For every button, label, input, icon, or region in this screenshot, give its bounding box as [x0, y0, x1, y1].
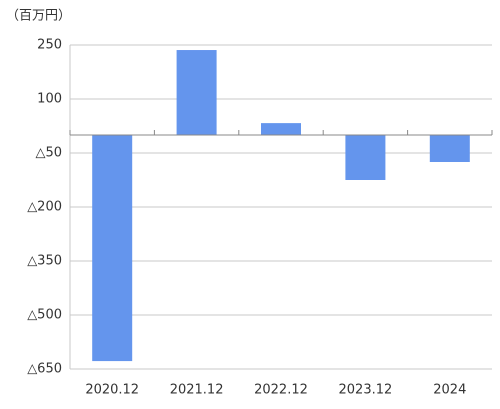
y-tick-label: 250 — [37, 38, 62, 53]
y-tick-label: 100 — [37, 92, 62, 107]
y-tick-label: △200 — [27, 200, 62, 215]
y-tick-label: △350 — [27, 254, 62, 269]
x-tick-label: 2023.12 — [339, 383, 393, 398]
y-tick-label: △50 — [35, 146, 62, 161]
x-tick-label: 2022.12 — [254, 383, 308, 398]
x-tick-label: 2020.12 — [85, 383, 139, 398]
bar — [92, 135, 133, 362]
bar — [429, 135, 470, 162]
bar — [345, 135, 386, 180]
y-tick-label: △500 — [27, 308, 62, 323]
x-tick-label: 2024 — [433, 383, 466, 398]
unit-label: （百万円） — [6, 9, 71, 24]
bar — [261, 123, 301, 135]
y-tick-label: △650 — [27, 362, 62, 377]
x-tick-label: 2021.12 — [170, 383, 224, 398]
bar — [176, 50, 217, 135]
